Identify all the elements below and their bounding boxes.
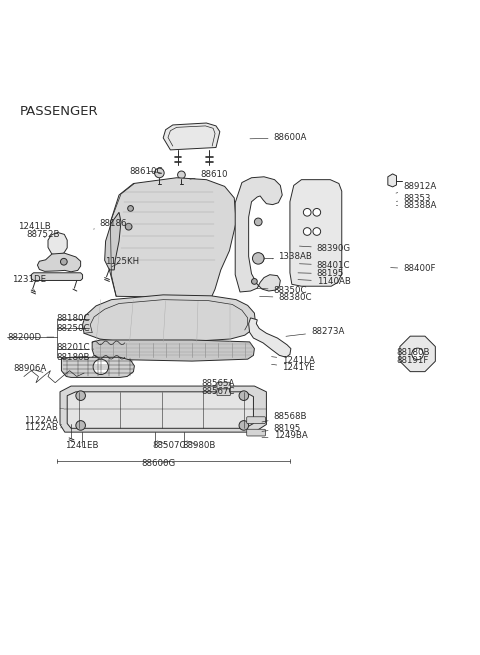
Text: 88400F: 88400F	[391, 265, 436, 273]
Polygon shape	[105, 212, 121, 270]
Polygon shape	[83, 295, 255, 342]
Polygon shape	[163, 123, 220, 150]
Text: 1241LB: 1241LB	[18, 222, 51, 231]
Text: 88567C: 88567C	[202, 387, 235, 396]
Text: 1241EB: 1241EB	[65, 441, 98, 450]
FancyBboxPatch shape	[247, 417, 265, 424]
Polygon shape	[61, 357, 134, 377]
Text: 88507C: 88507C	[153, 441, 186, 450]
Text: 88191F: 88191F	[396, 356, 429, 365]
Text: 88350C: 88350C	[257, 286, 307, 295]
Circle shape	[60, 258, 67, 265]
Text: 88195: 88195	[298, 269, 344, 278]
Polygon shape	[37, 253, 81, 272]
Polygon shape	[235, 177, 282, 292]
Circle shape	[254, 253, 264, 263]
Text: 1140AB: 1140AB	[298, 277, 351, 286]
Circle shape	[313, 208, 321, 216]
Polygon shape	[109, 178, 236, 298]
Text: 88600A: 88600A	[250, 134, 307, 142]
Text: 88201C: 88201C	[57, 343, 94, 352]
Circle shape	[128, 206, 133, 212]
Polygon shape	[290, 179, 342, 286]
Polygon shape	[60, 386, 266, 432]
Text: 1249BA: 1249BA	[262, 432, 307, 440]
Circle shape	[303, 208, 311, 216]
Polygon shape	[31, 272, 83, 280]
Text: PASSENGER: PASSENGER	[20, 105, 99, 118]
Circle shape	[412, 348, 423, 360]
FancyBboxPatch shape	[247, 429, 265, 436]
Circle shape	[239, 421, 249, 430]
Polygon shape	[48, 233, 67, 255]
Circle shape	[303, 228, 311, 235]
Text: 1125KH: 1125KH	[105, 257, 139, 267]
Text: 88390G: 88390G	[300, 244, 351, 253]
Text: 1338AB: 1338AB	[273, 252, 312, 261]
Polygon shape	[388, 174, 396, 187]
Polygon shape	[400, 336, 435, 371]
Text: 88180C: 88180C	[57, 314, 90, 324]
Polygon shape	[249, 318, 291, 357]
Text: 88180B: 88180B	[396, 348, 430, 357]
Text: 88195: 88195	[262, 424, 301, 433]
Text: 88610C: 88610C	[130, 166, 163, 176]
Text: 88565A: 88565A	[202, 379, 235, 388]
Circle shape	[76, 421, 85, 430]
Text: 1231DE: 1231DE	[12, 275, 46, 291]
Circle shape	[239, 391, 249, 400]
Text: 88752B: 88752B	[26, 231, 60, 239]
Circle shape	[93, 359, 108, 375]
Text: 88610: 88610	[190, 170, 228, 179]
Circle shape	[313, 228, 321, 235]
Text: 88980B: 88980B	[182, 441, 216, 450]
Text: 88186: 88186	[94, 219, 127, 229]
Circle shape	[155, 168, 164, 178]
Circle shape	[252, 253, 264, 264]
Text: 88180B: 88180B	[57, 353, 90, 362]
FancyBboxPatch shape	[217, 389, 230, 396]
Circle shape	[178, 171, 185, 179]
Text: 88912A: 88912A	[396, 182, 436, 193]
Text: 88380C: 88380C	[260, 293, 312, 302]
Text: 88906A: 88906A	[13, 364, 47, 373]
FancyBboxPatch shape	[217, 383, 230, 389]
Circle shape	[125, 223, 132, 230]
Text: 1241LA: 1241LA	[272, 356, 315, 365]
Text: 88388A: 88388A	[396, 201, 437, 210]
Circle shape	[76, 391, 85, 400]
Circle shape	[254, 218, 262, 226]
Polygon shape	[92, 340, 254, 361]
Polygon shape	[67, 392, 253, 428]
Text: 88250C: 88250C	[57, 324, 90, 333]
Text: 1122AB: 1122AB	[24, 423, 61, 432]
Text: 1122AA: 1122AA	[24, 416, 61, 424]
Text: 88200D: 88200D	[7, 333, 54, 342]
Text: 1241YE: 1241YE	[272, 364, 315, 372]
Text: 88568B: 88568B	[262, 412, 307, 422]
Text: 88401C: 88401C	[300, 261, 350, 270]
Text: 88353: 88353	[396, 194, 431, 203]
Text: 88273A: 88273A	[286, 327, 345, 336]
Circle shape	[252, 278, 257, 284]
Text: 88600G: 88600G	[142, 459, 176, 468]
